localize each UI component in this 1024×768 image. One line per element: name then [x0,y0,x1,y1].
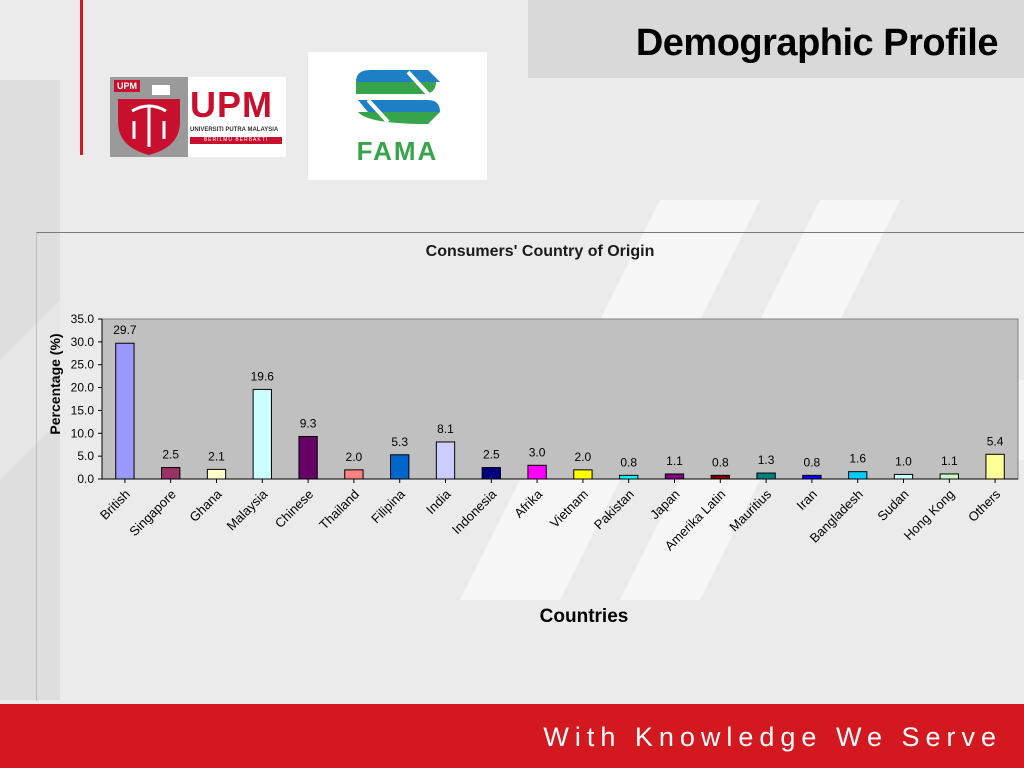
upm-subtitle: UNIVERSITI PUTRA MALAYSIA [190,127,279,133]
data-label: 19.6 [251,369,275,383]
x-tick-label: Singapore [126,487,179,540]
bar-others [985,453,1005,480]
bar-afrika [527,464,547,480]
data-label: 29.7 [113,323,137,337]
x-tick-label: India [423,486,454,517]
bar-amerika-latin [710,474,730,480]
x-tick-label: Ghana [186,486,225,525]
footer-bar: With Knowledge We Serve [0,704,1024,768]
bar-ghana [206,468,227,480]
data-label: 0.8 [804,455,821,469]
data-label: 1.0 [895,454,912,468]
bar-vietnam [573,469,593,480]
bar-pakistan [619,474,639,480]
y-tick-label: 30.0 [71,335,95,349]
x-tick-label: Vietnam [547,487,591,531]
y-tick-label: 0.0 [77,472,94,486]
data-label: 2.1 [208,449,225,463]
fama-wordmark: FAMA [356,136,439,166]
bar-japan [664,473,685,480]
data-label: 5.3 [391,435,408,449]
bar-bangladesh [848,471,868,480]
y-tick-label: 15.0 [71,403,95,417]
data-label: 2.0 [346,450,363,464]
value-labels: 29.7 2.5 2.1 19.6 9.3 2.0 5.3 8.1 2.5 3.0 2.0 0.8 1.… [113,323,1004,469]
bar-filipina [390,454,410,480]
x-tick-label: Afrika [511,486,546,521]
y-tick-label: 25.0 [71,358,95,372]
data-label: 5.4 [987,434,1004,448]
slide-title: Demographic Profile [635,22,999,64]
data-label: 1.3 [758,453,775,467]
title-band [528,0,1024,78]
upm-tag: UPM [114,80,140,92]
fama-logo: FAMA [308,52,487,180]
data-label: 2.0 [575,450,592,464]
bar-mauritius [756,472,776,480]
x-tick-label: Japan [647,487,683,523]
x-tick-label: Iran [794,487,820,513]
bar-iran [802,474,822,480]
data-label: 1.1 [666,454,683,468]
data-label: 0.8 [620,455,637,469]
x-tick-label: Indonesia [449,486,500,537]
upm-logo: UPM UPM UNIVERSITI PUTRA MALAYSIA BERILM… [110,77,286,157]
data-label: 0.8 [712,455,729,469]
x-tick-label: British [97,487,133,523]
bar-thailand [344,469,364,480]
x-tick-label: Pakistan [591,487,637,533]
x-tick-label: Filipina [368,486,408,526]
x-tick-label: Chinese [272,487,316,531]
plot-area [101,318,1019,480]
y-tick-label: 10.0 [71,426,95,440]
x-tick-label: Malaysia [224,486,271,533]
fama-emblem-icon [356,70,440,124]
upm-wordmark: UPM [190,84,273,125]
x-tick-label: Mauritius [726,486,774,534]
chart-frame [36,232,1024,701]
y-tick-label: 5.0 [77,449,94,463]
data-label: 2.5 [483,448,500,462]
data-label: 3.0 [529,445,546,459]
data-label: 2.5 [162,448,179,462]
bar-india [435,441,456,480]
data-label: 8.1 [437,422,454,436]
bar-sudan [893,473,914,480]
x-tick-label: Thailand [316,487,362,533]
bar-british [115,342,135,480]
y-tick-label: 20.0 [71,381,95,395]
y-tick-label: 35.0 [71,312,95,326]
y-axis-title: Percentage (%) [47,333,63,434]
footer-slogan: With Knowledge We Serve [543,722,1002,752]
data-label: 9.3 [300,416,317,430]
x-axis-title: Countries [540,606,629,627]
bar-chinese [298,435,318,480]
upm-crest-icon [110,77,188,157]
data-label: 1.1 [941,454,958,468]
chart-title: Consumers' Country of Origin [426,243,655,260]
bars [115,342,1005,480]
x-tick-label: Others [965,486,1004,525]
x-tick-label: Sudan [874,487,911,524]
bar-indonesia [481,467,501,480]
bar-hong-kong [939,473,959,480]
bar-singapore [161,467,181,480]
bar-malaysia [252,388,272,480]
accent-rule [80,0,83,155]
upm-motto: BERILMU BERBAKTI [190,137,282,144]
data-label: 1.6 [849,452,866,466]
country-of-origin-chart: Consumers' Country of Origin 0.0 5.0 10.0 1… [47,243,1019,627]
